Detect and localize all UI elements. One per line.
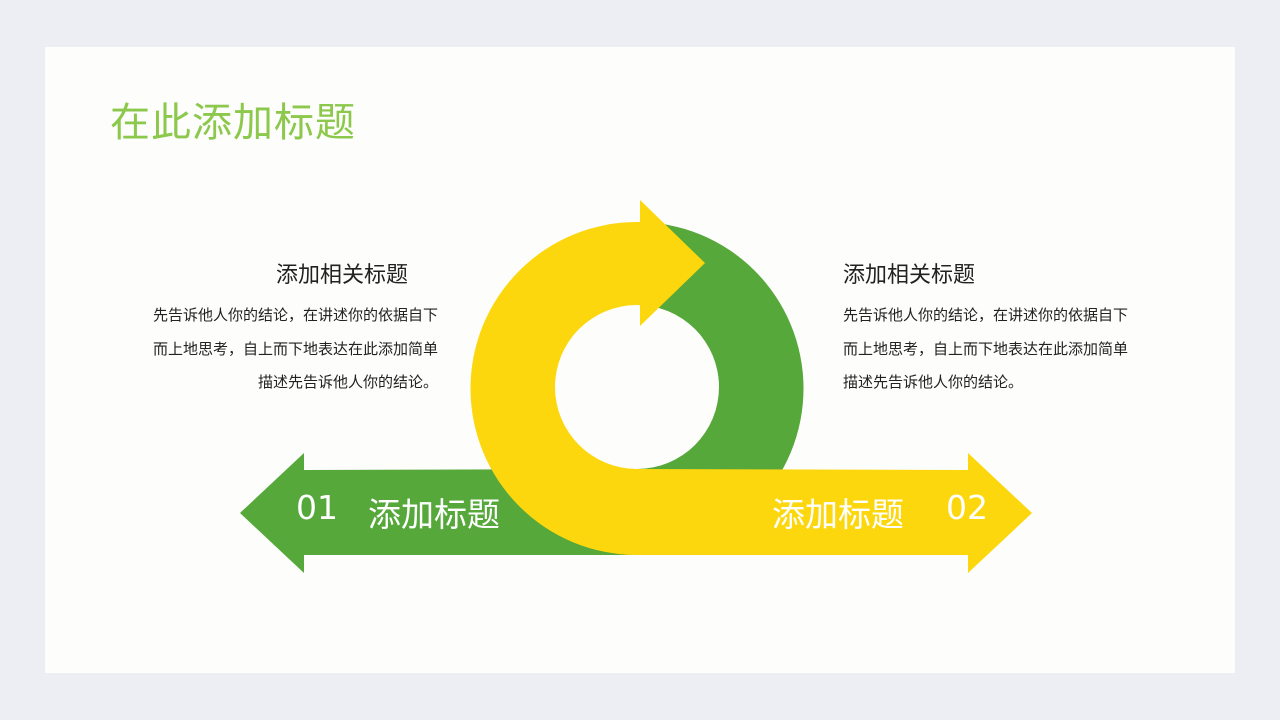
right-line: 先告诉他人你的结论，在讲述你的依据自下 [843, 306, 1129, 324]
left-body: 先告诉他人你的结论，在讲述你的依据自下 而上地思考，自上而下地表达在此添加简单 … [78, 299, 438, 400]
yellow-arrow [470, 200, 1033, 573]
right-line: 而上地思考，自上而下地表达在此添加简单 [843, 339, 1129, 358]
left-heading: 添加相关标题 [276, 263, 409, 288]
right-arrow-number: 02 [946, 488, 988, 527]
left-arrow-label: 添加标题 [368, 495, 500, 534]
left-line: 描述先告诉他人你的结论。 [257, 373, 438, 391]
left-line: 先告诉他人你的结论，在讲述你的依据自下 [152, 306, 438, 324]
right-heading: 添加相关标题 [843, 263, 976, 288]
left-arrow-number: 01 [296, 488, 338, 527]
left-line: 而上地思考，自上而下地表达在此添加简单 [152, 339, 438, 358]
right-line: 描述先告诉他人你的结论。 [843, 373, 1024, 391]
right-body: 先告诉他人你的结论，在讲述你的依据自下 而上地思考，自上而下地表达在此添加简单 … [843, 299, 1203, 400]
right-arrow-label: 添加标题 [772, 495, 904, 534]
slide-title: 在此添加标题 [110, 100, 356, 146]
slide-card [45, 47, 1235, 673]
